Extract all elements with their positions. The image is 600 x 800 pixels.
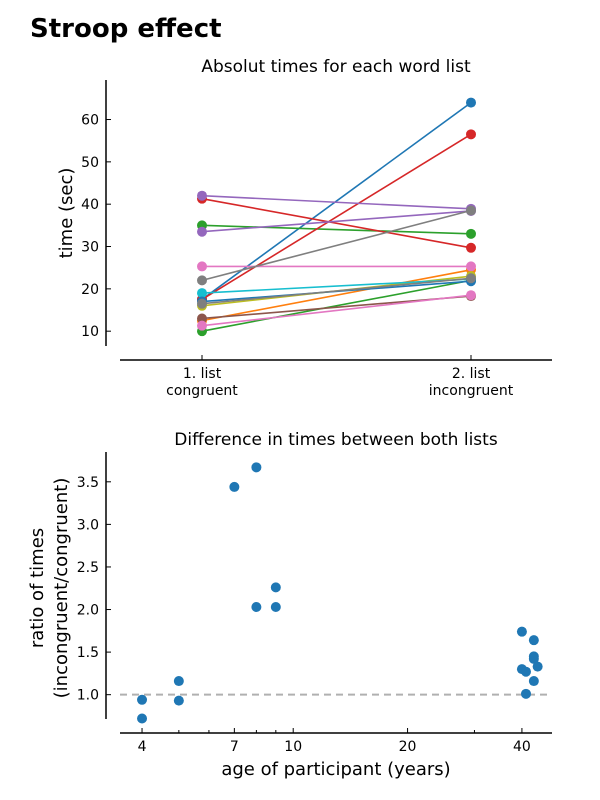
chart1-data-point	[466, 261, 476, 272]
chart2-ytick-label: 3.5	[77, 475, 99, 491]
chart2-data-point	[251, 601, 262, 612]
chart2-ytick-label: 2.5	[77, 560, 99, 576]
chart2-data-point	[229, 481, 240, 492]
chart1-data-point	[466, 290, 476, 301]
chart2-xtick-label: 40	[513, 739, 531, 755]
chart2-xtick-label: 4	[138, 739, 147, 755]
chart1-series-line	[201, 133, 472, 301]
chart2-data-point	[251, 462, 262, 473]
chart1-ytick-label: 40	[81, 197, 99, 213]
chart1-category-label: 1. list congruent	[166, 366, 238, 399]
chart2-ytick-label: 1.5	[77, 645, 99, 661]
chart1-data-point	[466, 228, 476, 239]
chart2-data-point	[528, 653, 539, 664]
chart1-data-point	[197, 275, 207, 286]
chart2-ylabel-line: (incongruent/congruent)	[51, 478, 72, 699]
chart2-xtick-label: 20	[399, 739, 417, 755]
chart2-data-point	[173, 676, 184, 687]
chart1-series-line	[201, 277, 472, 305]
chart2-ytick-label: 3.0	[77, 517, 99, 533]
chart1-category-label-line: incongruent	[429, 383, 514, 399]
chart1-series-line	[201, 269, 472, 322]
chart1-data-point	[197, 190, 207, 201]
absolute-times-chart: Absolut times for each word list time (se…	[56, 57, 552, 399]
chart2-ylabel-line: ratio of times	[27, 528, 48, 648]
chart1-ytick-label: 60	[81, 113, 99, 129]
chart2-data-point	[520, 666, 531, 677]
chart2-data-point	[137, 713, 148, 724]
chart1-category-label-line: congruent	[166, 383, 238, 399]
chart2-xtick-label: 10	[284, 739, 302, 755]
chart1-series-line	[201, 210, 472, 233]
chart2-title: Difference in times between both lists	[174, 430, 498, 450]
chart2-ytick-label: 1.0	[77, 688, 99, 704]
chart2-data-point	[137, 694, 148, 705]
chart2-data-point	[520, 688, 531, 699]
chart1-data-point	[466, 97, 476, 108]
chart2-data-point	[516, 626, 527, 637]
chart1-data-point	[197, 298, 207, 309]
chart1-ytick-label: 20	[81, 282, 99, 298]
chart1-category-label: 2. list incongruent	[429, 366, 514, 399]
ratio-scatter-chart: Difference in times between both lists ra…	[27, 430, 552, 780]
chart1-series-line	[201, 224, 472, 235]
chart1-data-point	[466, 273, 476, 284]
chart2-ytick-label: 2.0	[77, 603, 99, 619]
chart1-category-label-line: 1. list	[183, 366, 222, 382]
chart1-ytick-label: 50	[81, 155, 99, 171]
chart1-title: Absolut times for each word list	[201, 57, 471, 77]
chart1-data-point	[466, 205, 476, 216]
chart1-series-line	[201, 194, 472, 210]
chart1-data-point	[197, 320, 207, 331]
chart1-ylabel: time (sec)	[56, 168, 77, 259]
chart2-data-point	[528, 635, 539, 646]
chart1-data-point	[466, 129, 476, 140]
chart1-ytick-label: 10	[81, 324, 99, 340]
chart1-data-point	[197, 313, 207, 324]
chart2-data-point	[270, 582, 281, 593]
chart2-xlabel: age of participant (years)	[221, 759, 450, 780]
chart1-category-label-line: 2. list	[452, 366, 491, 382]
figure-title: Stroop effect	[30, 14, 222, 44]
chart1-data-point	[197, 226, 207, 237]
chart1-data-point	[466, 242, 476, 253]
chart1-series-line	[201, 278, 472, 294]
chart1-series-line	[201, 197, 472, 249]
chart2-data-point	[528, 676, 539, 687]
chart2-xtick-label: 7	[230, 739, 239, 755]
chart2-data-point	[270, 601, 281, 612]
chart1-series-line	[201, 294, 472, 327]
chart1-series-line	[201, 209, 472, 282]
chart1-ytick-label: 30	[81, 240, 99, 256]
chart2-data-point	[173, 695, 184, 706]
chart1-series-line	[201, 279, 472, 332]
chart1-data-point	[197, 288, 207, 299]
chart2-ylabel: ratio of times (incongruent/congruent)	[27, 478, 72, 699]
chart2-data-point	[532, 661, 543, 672]
chart1-data-point	[197, 261, 207, 272]
